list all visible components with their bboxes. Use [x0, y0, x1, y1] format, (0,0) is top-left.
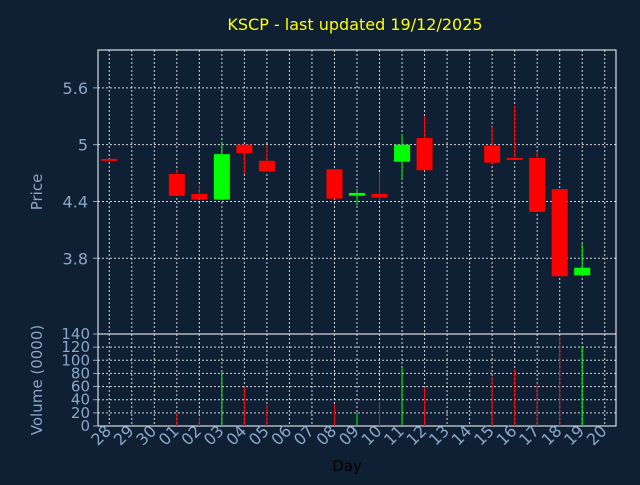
volume-tick-label: 120: [61, 338, 90, 356]
volume-tick-label: 0: [80, 417, 90, 435]
candle-body: [506, 157, 523, 160]
price-tick-label: 5: [78, 136, 88, 155]
price-grid: [98, 50, 616, 334]
candles: [101, 105, 591, 277]
candle-body: [529, 157, 546, 212]
volume-tick-label: 60: [71, 378, 90, 396]
volume-axis-label: Volume (0000): [28, 325, 46, 435]
candle-body: [484, 145, 501, 163]
volume-tick-label: 80: [71, 364, 90, 382]
candle-body: [236, 144, 253, 154]
x-axis-label: Day: [332, 457, 362, 475]
candle-body: [191, 193, 208, 200]
volume-tick-label: 100: [61, 351, 90, 369]
candle-body: [371, 193, 388, 198]
volume-tick-label: 140: [61, 325, 90, 343]
candle-body: [258, 160, 275, 172]
candle-body: [349, 192, 365, 196]
x-tick-labels: 2829300102030405060708091011121314151617…: [87, 421, 610, 449]
price-axis-label: Price: [28, 174, 46, 211]
price-tick-label: 5.6: [63, 79, 88, 98]
volume-bars: [176, 336, 583, 426]
price-tick-label: 3.8: [63, 249, 88, 268]
candle-body: [551, 189, 568, 277]
candle-body: [168, 174, 185, 196]
chart-title: KSCP - last updated 19/12/2025: [227, 15, 482, 34]
candle-body: [394, 144, 411, 162]
volume-grid: [98, 334, 616, 426]
price-y-ticks: 3.8 4.4 5 5.6: [63, 79, 98, 268]
volume-tick-label: 20: [71, 404, 90, 422]
price-tick-label: 4.4: [63, 192, 88, 211]
candle-body: [416, 138, 433, 171]
candle-body: [101, 158, 118, 161]
candle-body: [326, 169, 343, 199]
volume-tick-label: 40: [71, 391, 90, 409]
candle-body: [213, 154, 230, 200]
candle-body: [574, 267, 591, 276]
